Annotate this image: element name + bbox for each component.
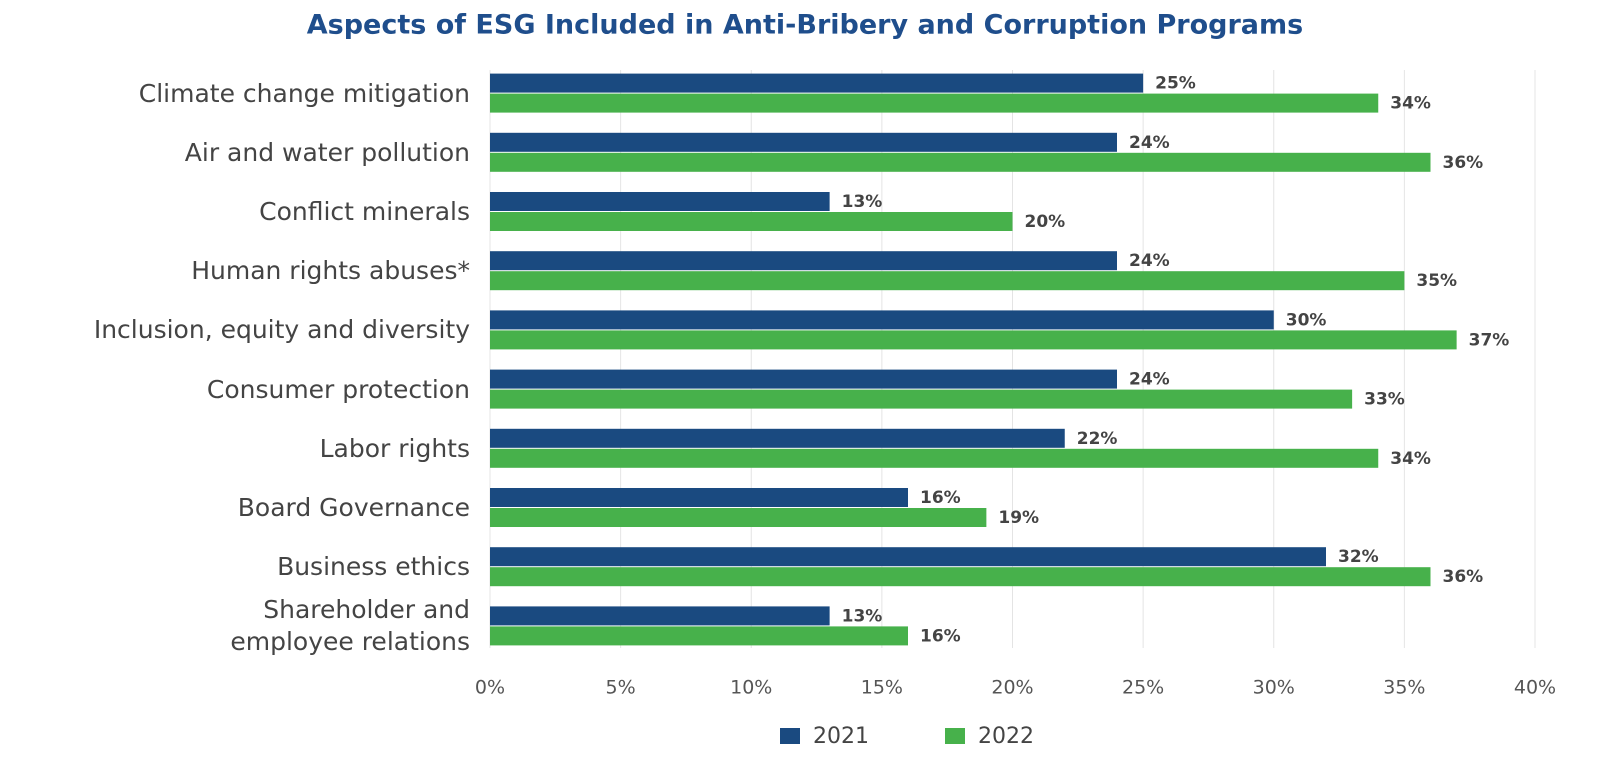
x-tick-label: 40%: [1514, 677, 1556, 699]
y-tick-label: Conflict minerals: [259, 197, 470, 226]
y-tick-label: Inclusion, equity and diversity: [93, 315, 470, 345]
y-tick-label: Board Governance: [237, 493, 470, 522]
bar: [490, 152, 1431, 172]
bar: [490, 192, 830, 211]
data-label: 24%: [1129, 251, 1170, 271]
bar: [490, 428, 1065, 448]
data-label: 32%: [1338, 547, 1379, 567]
data-label: 16%: [920, 488, 961, 508]
data-label: 24%: [1129, 133, 1170, 153]
y-tick-label: Climate change mitigation: [138, 78, 470, 108]
data-label: 34%: [1390, 94, 1431, 114]
bar: [490, 606, 830, 626]
bar: [490, 132, 1117, 152]
bar: [490, 626, 908, 646]
data-label: 19%: [998, 508, 1039, 528]
legend-swatch: [780, 728, 800, 744]
data-label: 30%: [1286, 310, 1327, 330]
legend-label: 2021: [813, 724, 869, 749]
data-label: 16%: [920, 626, 961, 646]
data-label: 37%: [1469, 330, 1510, 350]
bar: [490, 389, 1353, 409]
x-tick-label: 5%: [606, 677, 636, 699]
y-tick-label: Human rights abuses*: [191, 256, 470, 286]
bar: [490, 73, 1144, 93]
x-tick-label: 30%: [1253, 677, 1295, 699]
x-tick-label: 35%: [1383, 677, 1425, 699]
bar: [490, 547, 1326, 567]
bar: [490, 567, 1431, 587]
bar: [490, 251, 1117, 271]
bar: [490, 310, 1274, 330]
x-tick-label: 10%: [730, 677, 772, 699]
data-label: 24%: [1129, 370, 1170, 390]
legend-label: 2022: [978, 724, 1034, 749]
x-tick-label: 25%: [1122, 677, 1164, 699]
data-label: 33%: [1364, 390, 1405, 410]
data-label: 34%: [1390, 449, 1431, 469]
data-label: 20%: [1025, 212, 1066, 232]
y-tick-label: Air and water pollution: [184, 137, 470, 167]
x-tick-label: 20%: [991, 677, 1033, 699]
x-tick-label: 15%: [861, 677, 903, 699]
data-label: 13%: [842, 192, 883, 212]
bar: [490, 488, 908, 507]
data-label: 36%: [1443, 153, 1484, 173]
bar: [490, 448, 1379, 468]
y-tick-label: Shareholder and employee relations: [230, 595, 470, 657]
data-label: 22%: [1077, 429, 1118, 449]
y-tick-label: Labor rights: [319, 433, 470, 463]
y-tick-label: Business ethics: [277, 552, 470, 582]
legend-swatch: [945, 728, 965, 744]
data-label: 25%: [1155, 74, 1196, 94]
data-label: 36%: [1443, 567, 1484, 587]
bar: [490, 369, 1117, 389]
chart-title: Aspects of ESG Included in Anti-Bribery …: [307, 10, 1303, 41]
y-tick-label: Consumer protection: [206, 374, 470, 404]
bar: [490, 271, 1405, 291]
data-label: 13%: [842, 606, 883, 626]
x-tick-label: 0%: [475, 677, 505, 699]
bar: [490, 508, 987, 527]
bar: [490, 212, 1013, 231]
bar: [490, 93, 1379, 113]
data-label: 35%: [1416, 271, 1457, 291]
bar: [490, 330, 1457, 350]
